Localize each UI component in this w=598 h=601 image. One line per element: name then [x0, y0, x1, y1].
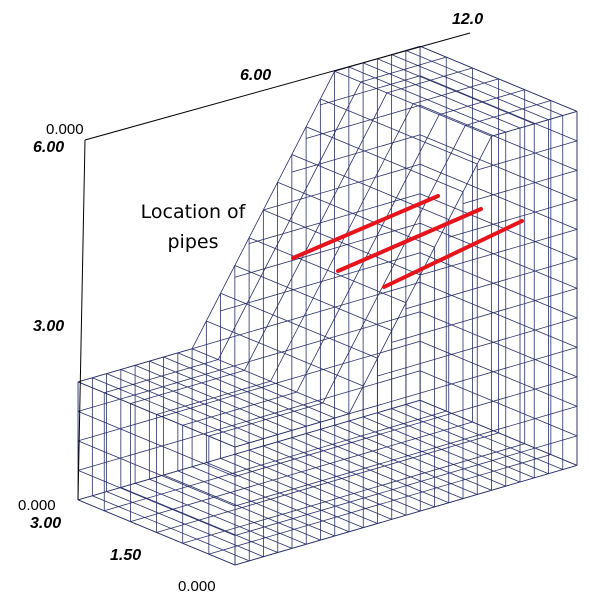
- mesh-line: [249, 210, 263, 238]
- mesh-line: [225, 409, 239, 413]
- mesh-line: [406, 275, 420, 303]
- mesh-line: [477, 141, 577, 170]
- mesh-line: [159, 391, 173, 395]
- mesh-line: [344, 148, 358, 176]
- mesh-line: [449, 200, 577, 237]
- mesh: [78, 46, 577, 565]
- mesh-line: [287, 259, 301, 287]
- mesh-line: [273, 287, 287, 315]
- mesh-diagram: 12.0 6.00 0.000 6.00 3.00 0.000 3.00 1.5…: [0, 0, 598, 601]
- mesh-line: [221, 265, 235, 293]
- mesh-line: [430, 76, 444, 80]
- mesh-line: [292, 135, 420, 172]
- mesh-line: [130, 399, 144, 403]
- axis-line: [78, 140, 85, 500]
- mesh-line: [537, 101, 551, 105]
- mesh-line: [235, 223, 420, 277]
- mesh-line: [482, 98, 496, 102]
- mesh-line: [510, 90, 524, 94]
- mesh-line: [427, 95, 441, 99]
- mesh-line: [432, 57, 446, 61]
- mesh-line: [368, 226, 382, 254]
- mesh-line: [130, 422, 472, 522]
- mesh-line: [297, 364, 311, 392]
- mesh-line: [451, 125, 465, 153]
- mesh-line: [449, 192, 463, 220]
- mesh-line: [282, 392, 296, 396]
- mesh-line: [420, 247, 434, 275]
- mesh-line: [456, 87, 470, 91]
- mesh-line: [173, 387, 187, 391]
- mesh-line: [387, 89, 401, 93]
- mesh-line: [292, 127, 306, 155]
- axis-label: 3.00: [30, 515, 61, 532]
- mesh-line: [442, 91, 456, 95]
- mesh-line: [306, 99, 320, 127]
- mesh-line: [463, 164, 477, 192]
- mesh-line: [187, 383, 201, 387]
- mesh-line: [415, 80, 429, 84]
- axis-line: [85, 33, 470, 140]
- mesh-line: [211, 413, 225, 417]
- axis-label: 6.00: [240, 67, 271, 84]
- mesh-line: [216, 375, 230, 379]
- mesh-line: [437, 153, 451, 181]
- mesh-line: [244, 343, 258, 371]
- mesh-line: [192, 321, 206, 349]
- mesh-line: [484, 79, 498, 83]
- pipe: [384, 221, 522, 287]
- axis-label: 0.000: [46, 121, 84, 138]
- mesh-line: [254, 400, 268, 404]
- mesh-line: [325, 309, 339, 337]
- mesh-line: [411, 142, 425, 170]
- mesh-line: [480, 117, 494, 121]
- mesh-line: [263, 164, 420, 210]
- mesh-line: [206, 293, 220, 321]
- mesh-line: [382, 198, 396, 226]
- mesh-line: [157, 433, 499, 533]
- axis-label: 0.000: [18, 497, 56, 514]
- mesh-line: [278, 154, 292, 182]
- axis-label: 1.50: [110, 547, 141, 564]
- mesh-line: [363, 358, 377, 386]
- axis-label: 0.000: [178, 578, 216, 595]
- mesh-line: [401, 85, 415, 89]
- mesh-line: [396, 170, 410, 198]
- mesh-line: [235, 238, 249, 266]
- mesh-line: [145, 395, 159, 399]
- mesh-line: [263, 182, 277, 210]
- mesh-line: [183, 421, 197, 425]
- annotation: Location of: [141, 201, 247, 223]
- mesh-line: [320, 71, 334, 99]
- mesh-line: [373, 93, 387, 121]
- axis-label: 12.0: [452, 11, 483, 28]
- mesh-line: [230, 370, 244, 374]
- mesh-line: [494, 113, 508, 117]
- axis-label: 3.00: [33, 318, 64, 335]
- mesh-line: [425, 115, 439, 143]
- mesh-line: [316, 204, 330, 232]
- mesh-line: [477, 136, 491, 164]
- mesh-line: [508, 109, 522, 113]
- mesh-line: [423, 181, 437, 209]
- mesh-line: [240, 405, 254, 409]
- mesh-line: [358, 121, 372, 149]
- annotation: pipes: [168, 231, 219, 253]
- mesh-line: [453, 106, 467, 110]
- mesh-line: [183, 444, 525, 544]
- mesh-line: [197, 417, 211, 421]
- mesh-line: [202, 379, 216, 383]
- mesh-line: [104, 411, 446, 511]
- mesh-line: [458, 68, 472, 72]
- mesh-line: [468, 102, 482, 106]
- mesh-line: [339, 281, 353, 309]
- mesh-line: [392, 288, 577, 342]
- mesh-line: [378, 331, 392, 359]
- mesh-line: [268, 396, 282, 400]
- mesh-line: [349, 386, 363, 414]
- axis-label: 6.00: [33, 139, 64, 156]
- mesh-line: [311, 337, 325, 365]
- pipe: [293, 196, 438, 258]
